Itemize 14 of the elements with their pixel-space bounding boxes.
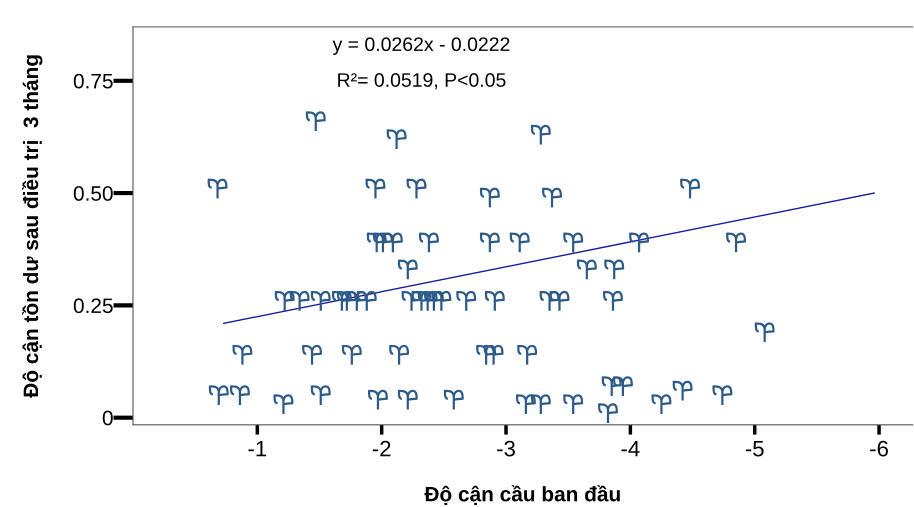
x-tick-label: -4 [621,440,640,456]
x-tick-label: -1 [248,440,266,456]
x-tick-label: -2 [372,440,390,456]
y-axis-title: Độ cận tồn dư sau điều trị 3 tháng [22,55,42,398]
x-tick-label: -6 [870,440,888,456]
y-tick-label: 0.75 [74,74,113,89]
x-tick-label: -3 [497,440,515,456]
y-tick-label: 0 [102,410,113,426]
annotation: y = 0.0262x - 0.0222 [332,37,510,55]
annotation: R²= 0.0519, P<0.05 [338,73,506,90]
y-tick-label: 0.50 [74,186,113,201]
y-tick-label: 0.25 [74,298,113,314]
x-axis-title: Độ cận cầu ban đầu [424,485,620,505]
x-tick-label: -5 [746,440,764,456]
